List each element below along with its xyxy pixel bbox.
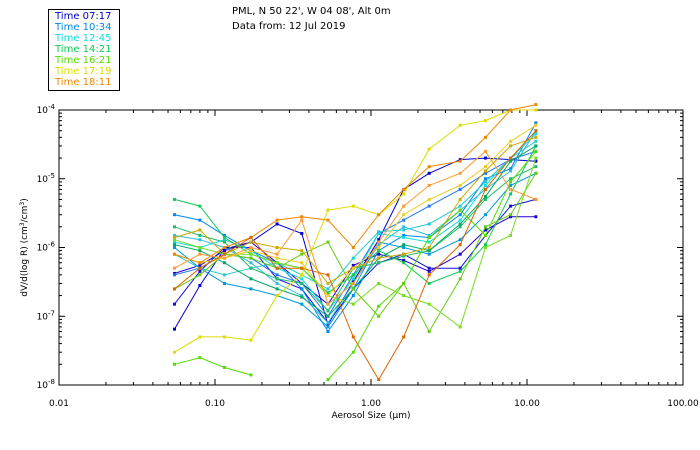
series-line (174, 109, 536, 353)
series-line (174, 145, 537, 294)
legend: Time 07:17 Time 10:34 Time 12:45 Time 14:21… (48, 9, 120, 91)
series-line (174, 166, 537, 312)
series-line (174, 357, 252, 376)
data-point (172, 233, 176, 237)
x-axis-title: Aerosol Size (μm) (332, 411, 411, 421)
data-point (172, 240, 176, 244)
data-point (172, 350, 176, 354)
data-point (172, 362, 176, 366)
y-axis-title-sup2: 3 (19, 202, 26, 206)
series (172, 108, 538, 354)
y-axis-title-end: ) (20, 198, 30, 202)
x-tick-label: 10.00 (514, 399, 540, 409)
data-point (172, 246, 176, 249)
series-line (174, 136, 537, 285)
x-tick-label: 1.00 (361, 399, 381, 409)
y-axis-title: dV/d(log R) (cm3/cm3) (19, 198, 31, 296)
chart-header: PML, N 50 22', W 04 08', Alt 0m Data fro… (232, 4, 391, 34)
legend-entry: Time 12:45 (55, 33, 112, 44)
data-point (534, 121, 538, 125)
y-tick-label: 10-7 (37, 309, 55, 322)
series-line (174, 130, 537, 324)
series-line (174, 140, 537, 290)
series-line (174, 104, 537, 264)
data-point (172, 213, 176, 217)
legend-entry: Time 14:21 (55, 44, 112, 55)
legend-entry: Time 17:19 (55, 66, 112, 77)
series-line (174, 124, 537, 297)
data-point (172, 225, 176, 229)
data-point (172, 243, 176, 247)
y-axis-title-main: dV/d(log R) (cm (20, 226, 30, 297)
data-point (534, 156, 538, 160)
legend-entry: Time 07:17 (55, 11, 112, 22)
data-point (534, 123, 538, 127)
series-line (174, 122, 537, 333)
y-tick-label: 10-6 (37, 241, 56, 254)
series (172, 149, 538, 382)
series-line (174, 216, 536, 305)
series (172, 129, 538, 382)
series (172, 121, 538, 334)
x-tick-label: 0.10 (205, 399, 225, 409)
legend-entry: Time 18:11 (55, 77, 112, 88)
y-axis-title-mid: /cm (20, 206, 30, 223)
station-info: PML, N 50 22', W 04 08', Alt 0m (232, 6, 391, 17)
series (172, 149, 538, 306)
series-line (174, 150, 537, 305)
x-tick-label: 0.01 (49, 399, 69, 409)
data-point (172, 266, 176, 270)
series-line (327, 151, 537, 380)
data-point (172, 252, 176, 256)
data-point (172, 302, 176, 306)
data-point (172, 238, 176, 242)
y-axis-title-sup1: 3 (19, 222, 26, 226)
y-tick-label: 10-8 (37, 378, 55, 391)
series-line (174, 130, 537, 381)
x-tick-label: 100.00 (667, 399, 699, 409)
legend-entry: Time 10:34 (55, 22, 112, 33)
data-point (172, 327, 176, 331)
y-tick-label: 10-4 (37, 103, 56, 116)
y-tick-label: 10-5 (37, 172, 55, 185)
series (172, 103, 538, 265)
data-date: Data from: 12 Jul 2019 (232, 21, 346, 32)
legend-entry: Time 16:21 (55, 55, 112, 66)
